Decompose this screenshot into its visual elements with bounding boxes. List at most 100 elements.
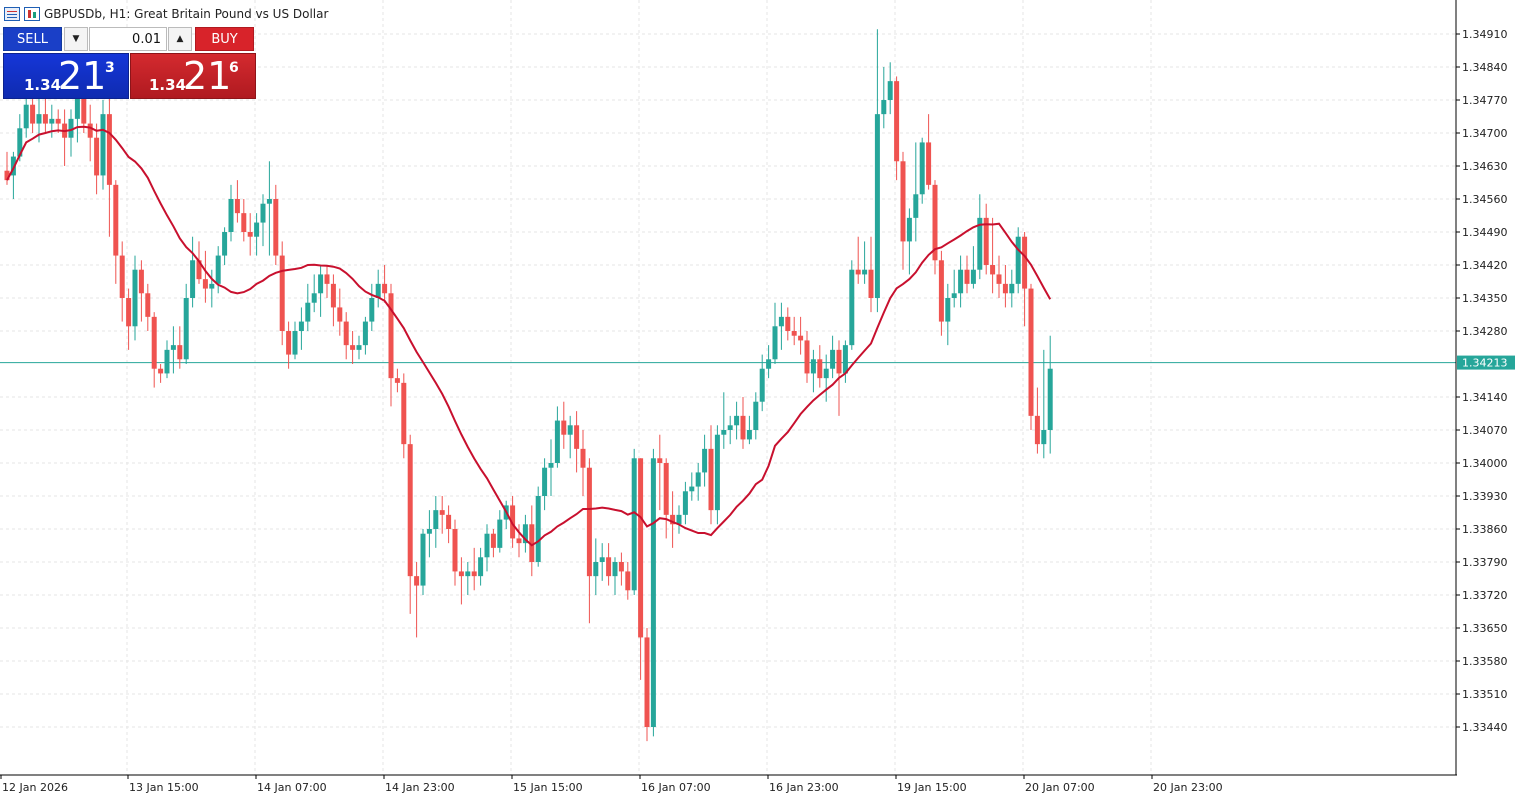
bear-candle — [87, 104, 93, 162]
bear-candle — [804, 331, 810, 383]
bull-candle — [132, 255, 138, 341]
bear-candle — [580, 430, 586, 496]
buy-price-pips: 21 — [183, 54, 232, 98]
sell-button[interactable]: SELL — [3, 27, 62, 51]
price-tick-label: 1.34140 — [1462, 391, 1508, 404]
bear-candle — [177, 326, 183, 369]
bull-candle — [689, 472, 695, 501]
candlestick-icon[interactable] — [24, 7, 40, 21]
bear-candle — [657, 434, 663, 511]
bear-candle — [1022, 232, 1028, 327]
candlestick-series — [4, 29, 1053, 742]
bear-candle — [926, 114, 932, 190]
bull-candle — [375, 269, 381, 308]
bull-candle — [612, 557, 618, 595]
bear-candle — [388, 283, 394, 407]
bull-candle — [170, 326, 176, 374]
bear-candle — [618, 552, 624, 586]
bull-candle — [222, 227, 228, 265]
bull-candle — [164, 340, 170, 379]
bull-candle — [542, 458, 548, 511]
bear-candle — [401, 373, 407, 459]
bull-candle — [420, 529, 426, 595]
sell-price-pips: 21 — [58, 54, 107, 98]
price-tick-label: 1.33440 — [1462, 721, 1508, 734]
bear-candle — [561, 401, 567, 449]
bear-candle — [343, 312, 349, 360]
bull-candle — [292, 321, 298, 360]
bear-candle — [1034, 387, 1040, 454]
bull-candle — [727, 415, 733, 445]
bear-candle — [113, 180, 119, 284]
price-tick-label: 1.34490 — [1462, 226, 1508, 239]
moving-average-line — [6, 125, 1052, 547]
price-tick-label: 1.33650 — [1462, 622, 1508, 635]
bear-candle — [817, 345, 823, 388]
bear-candle — [983, 203, 989, 275]
svg-text:1.34213: 1.34213 — [1462, 357, 1508, 370]
chart-title-bar: GBPUSDb, H1: Great Britain Pound vs US D… — [4, 4, 328, 24]
bear-candle — [119, 241, 125, 322]
bull-candle — [305, 283, 311, 331]
bull-candle — [951, 269, 957, 308]
lot-increase-button[interactable]: ▲ — [168, 27, 192, 51]
bull-candle — [497, 510, 503, 553]
bear-candle — [452, 519, 458, 586]
bull-candle — [522, 514, 528, 553]
bear-candle — [145, 283, 151, 331]
buy-price-prefix: 1.34 — [149, 76, 187, 94]
lot-decrease-button[interactable]: ▼ — [64, 27, 88, 51]
bull-candle — [919, 137, 925, 204]
time-tick-label: 20 Jan 23:00 — [1153, 781, 1223, 794]
bull-candle — [266, 161, 272, 256]
time-axis: 12 Jan 2026 13 Jan 15:00 14 Jan 07:00 14 Ja… — [0, 775, 1223, 794]
bear-candle — [516, 524, 522, 558]
bear-candle — [798, 316, 804, 355]
bull-candle — [772, 302, 778, 364]
bear-candle — [868, 236, 874, 313]
bull-candle — [100, 100, 106, 190]
bull-candle — [567, 415, 573, 459]
bear-candle — [855, 236, 861, 284]
price-tick-label: 1.34700 — [1462, 127, 1508, 140]
bear-candle — [708, 425, 714, 525]
bear-candle — [638, 458, 644, 680]
chevron-down-icon: ▼ — [72, 34, 80, 44]
bull-candle — [714, 425, 720, 525]
bear-candle — [330, 274, 336, 327]
lot-size-input[interactable] — [89, 27, 167, 51]
bull-candle — [535, 486, 541, 567]
grid-menu-icon[interactable] — [4, 7, 20, 21]
bull-candle — [465, 562, 471, 595]
bear-candle — [586, 458, 592, 624]
sell-price-box[interactable]: 1.34 21 3 — [3, 53, 129, 99]
bull-candle — [906, 208, 912, 275]
bull-candle — [721, 392, 727, 449]
bear-candle — [785, 307, 791, 341]
bull-candle — [433, 496, 439, 548]
bear-candle — [791, 316, 797, 346]
bear-candle — [446, 505, 452, 544]
buy-button[interactable]: BUY — [195, 27, 254, 51]
bear-candle — [382, 265, 388, 303]
bull-candle — [548, 439, 554, 496]
price-tick-label: 1.34840 — [1462, 61, 1508, 74]
bear-candle — [350, 331, 356, 364]
bear-candle — [1028, 283, 1034, 430]
bear-candle — [234, 180, 240, 223]
bull-candle — [887, 62, 893, 115]
bull-candle — [913, 142, 919, 242]
bear-candle — [471, 547, 477, 591]
bull-candle — [958, 255, 964, 308]
bull-candle — [1015, 227, 1021, 294]
bull-candle — [695, 463, 701, 501]
bear-candle — [94, 123, 100, 195]
bear-candle — [938, 250, 944, 336]
bear-candle — [138, 260, 144, 322]
buy-price-box[interactable]: 1.34 21 6 — [130, 53, 256, 99]
bear-candle — [394, 368, 400, 393]
time-tick-label: 16 Jan 23:00 — [769, 781, 839, 794]
price-tick-label: 1.34070 — [1462, 424, 1508, 437]
sell-price-fraction: 3 — [105, 60, 115, 76]
